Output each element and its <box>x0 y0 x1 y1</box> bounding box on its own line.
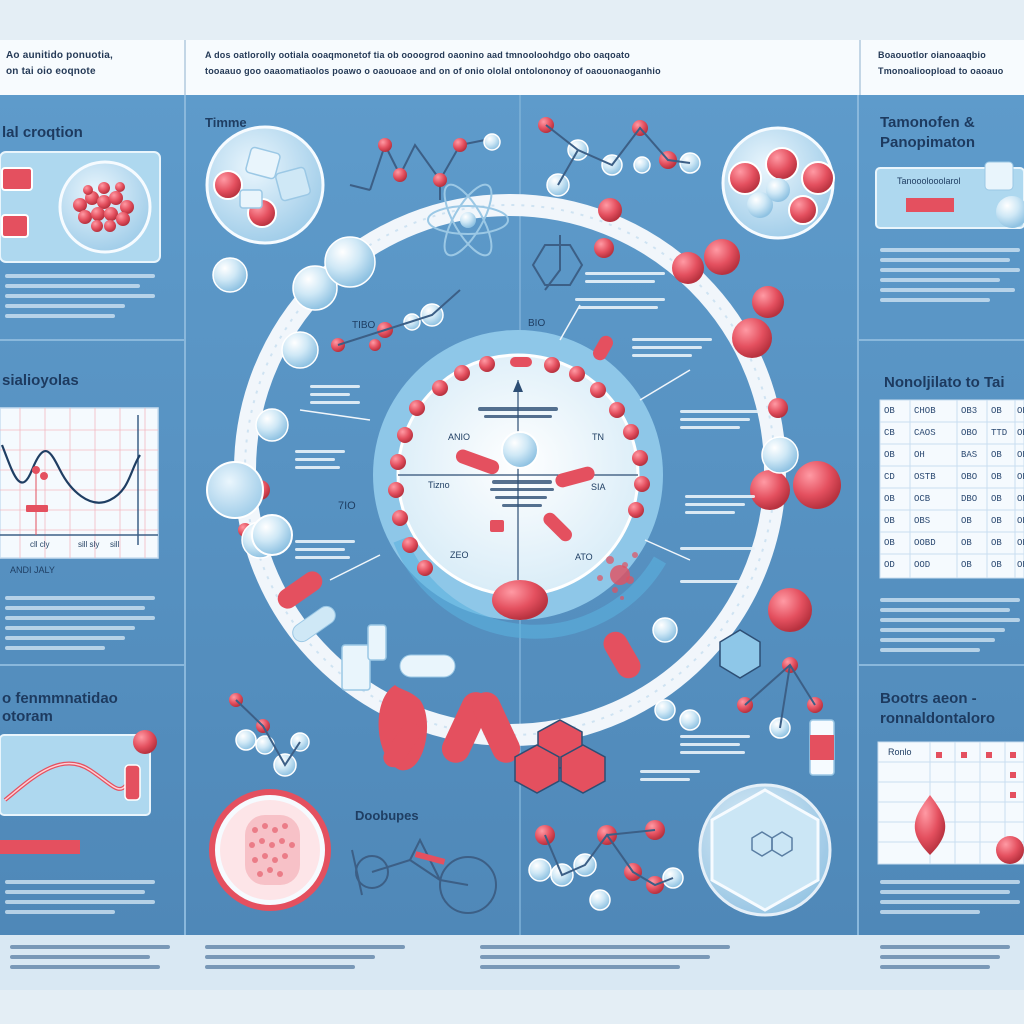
left-line-chart <box>0 407 159 559</box>
ribbon <box>378 685 521 771</box>
left-title-2: sialioyolas <box>2 372 79 389</box>
table-cell: OB <box>991 560 1002 570</box>
table-cell: BAS <box>961 450 978 460</box>
table-cell: OB <box>1017 472 1024 482</box>
table-cell: OB <box>1017 450 1024 460</box>
capsules <box>277 571 835 776</box>
table-cell: DBO <box>961 494 978 504</box>
hexagon-dish <box>698 783 832 917</box>
table-cell: OB <box>991 450 1002 460</box>
table-cell: OBS <box>914 516 931 526</box>
ring-label-anio: ANIO <box>448 432 471 442</box>
left-title-1: lal croqtion <box>2 124 83 141</box>
table-cell: OB <box>991 406 1002 416</box>
table-cell: OB <box>1017 560 1024 570</box>
table-cell: OCB <box>914 494 931 504</box>
table2-header: Ronlo <box>888 747 912 757</box>
left-title-3-line2: otoram <box>2 708 53 725</box>
ring-label-tn: TN <box>592 432 604 442</box>
right-title-3-line2: ronnaldontaloro <box>880 710 995 727</box>
table-cell: OB <box>991 494 1002 504</box>
table-cell: OH <box>914 450 925 460</box>
atom-symbol <box>427 183 509 257</box>
timeline-label: Timme <box>205 115 247 130</box>
table-cell: OB <box>1017 516 1024 526</box>
table-cell: OB <box>884 406 895 416</box>
table-cell: CHOB <box>914 406 936 416</box>
table-cell: OB <box>1017 538 1024 548</box>
chart-label-1: cll cly <box>30 540 50 549</box>
table-cell: OOBD <box>914 538 936 548</box>
table-cell: OB <box>884 494 895 504</box>
table-cell: OB <box>961 516 972 526</box>
right-card-text: Tanooolooolarol <box>897 176 961 186</box>
left-title-3-line1: o fenmmnatidao <box>2 690 118 707</box>
left-bottom-chart <box>0 730 157 854</box>
right-title-1-line1: Tamonofen & <box>880 114 975 131</box>
table-cell: OBO <box>961 472 978 482</box>
right-title-3-line1: Bootrs aeon - <box>880 690 977 707</box>
header-left-line2: on tai oio eoqnote <box>6 66 96 77</box>
droplet-icon <box>914 795 946 855</box>
inner-ring-beads <box>388 356 650 576</box>
ring-label-bio: BIO <box>528 318 546 329</box>
table-cell: CD <box>884 472 895 482</box>
footer-band <box>0 935 1024 990</box>
chart-caption: ANDI JALY <box>10 565 55 575</box>
table-cell: CB <box>884 428 895 438</box>
table-cell: OB <box>991 472 1002 482</box>
chart-label-2: sill sly <box>78 540 100 549</box>
table-cell: OB <box>884 450 895 460</box>
ring-label-ato: ATO <box>575 552 593 562</box>
table-cell: OB3 <box>961 406 978 416</box>
ring-label-zeo: ZEO <box>450 550 469 560</box>
table-cell: OB <box>1017 494 1024 504</box>
small-ring-thumb <box>206 461 293 556</box>
table-cell: OB <box>961 538 972 548</box>
ring-label-7io: 7IO <box>338 500 356 512</box>
bottom-label: Doobupes <box>355 808 419 823</box>
chart-label-3: sill <box>110 540 120 549</box>
table-cell: OB <box>991 538 1002 548</box>
petri-dish-top-left <box>205 125 325 245</box>
hexagon-cells <box>514 719 606 794</box>
table-cell: OB <box>1017 428 1024 438</box>
left-top-card <box>0 151 161 263</box>
right-top-card <box>875 161 1024 229</box>
table-cell: OB <box>1017 406 1024 416</box>
table-cell: OSTB <box>914 472 936 482</box>
petri-dish-top-right <box>721 126 835 240</box>
table-cell: CAOS <box>914 428 936 438</box>
ring-label-tizno: Tizno <box>428 480 450 490</box>
table-cell: OB <box>991 516 1002 526</box>
header-right-line2: Tmonoalioopload to oaoauo <box>878 66 1004 76</box>
table-cell: OB <box>961 560 972 570</box>
right-title-1-line2: Panopimaton <box>880 134 976 151</box>
header-right-line1: Boaouotlor oianoaaqbio <box>878 50 986 60</box>
table-cell: OB <box>884 516 895 526</box>
right-data-table <box>879 399 1024 579</box>
right-title-2: Nonoljilato to Tai <box>884 374 1005 391</box>
table-cell: OOD <box>914 560 931 570</box>
table-cell: TTD <box>991 428 1008 438</box>
header-center-line2: tooaauo goo oaaomatiaolos poawo o oaouoa… <box>205 66 661 76</box>
header-left-line1: Ao aunitido ponuotia, <box>6 50 113 61</box>
table-cell: OBO <box>961 428 978 438</box>
header-band <box>0 40 1024 95</box>
ring-label-sia: SIA <box>591 482 606 492</box>
table-cell: OD <box>884 560 895 570</box>
petri-dish-bottom-left <box>209 789 331 911</box>
table-cell: OB <box>884 538 895 548</box>
bicycle-icon <box>351 837 497 914</box>
header-center-line1: A dos oatlorolly ootiala ooaqmonetof tia… <box>205 50 630 60</box>
ring-label-tibo: TIBO <box>352 320 376 331</box>
